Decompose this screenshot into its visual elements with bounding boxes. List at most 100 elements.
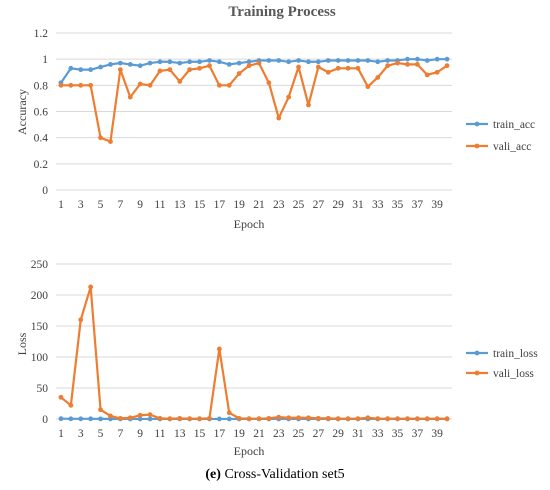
loss-data-point-vali_loss	[405, 416, 410, 422]
accuracy-data-point-vali_acc	[137, 81, 143, 87]
accuracy-series	[58, 56, 450, 144]
loss-data-point-vali_loss	[197, 416, 202, 422]
accuracy-data-point-vali_acc	[147, 82, 153, 88]
accuracy-data-point-train_acc	[108, 62, 113, 67]
accuracy-data-point-vali_acc	[216, 82, 222, 88]
accuracy-y-tick-label: 0.4	[34, 133, 49, 145]
accuracy-data-point-train_acc	[187, 59, 193, 65]
accuracy-data-point-vali_acc	[236, 71, 242, 76]
accuracy-data-point-vali_acc	[108, 139, 113, 144]
loss-y-ticks: 0 50 100 150 200 250	[31, 259, 49, 426]
loss-data-point-vali_loss	[424, 416, 430, 422]
loss-data-point-vali_loss	[335, 416, 341, 422]
accuracy-data-point-vali_acc	[88, 82, 94, 88]
accuracy-data-point-vali_acc	[434, 69, 440, 75]
accuracy-series-line-vali_acc	[60, 61, 448, 143]
loss-data-point-vali_loss	[98, 407, 103, 413]
accuracy-data-point-train_acc	[236, 60, 242, 66]
loss-data-point-train_loss	[226, 416, 232, 422]
accuracy-x-tick-label: 15	[194, 199, 206, 211]
accuracy-data-point-vali_acc	[276, 115, 282, 121]
accuracy-data-point-train_acc	[325, 58, 331, 63]
accuracy-data-point-train_acc	[296, 58, 301, 63]
loss-data-point-vali_loss	[88, 284, 94, 290]
accuracy-x-tick-label: 11	[154, 199, 165, 211]
accuracy-data-point-train_acc	[68, 65, 74, 71]
loss-x-tick-label: 5	[98, 428, 104, 440]
accuracy-data-point-vali_acc	[246, 63, 252, 69]
accuracy-data-point-vali_acc	[424, 72, 430, 78]
accuracy-x-tick-label: 5	[98, 199, 104, 211]
loss-data-point-train_loss	[68, 416, 74, 422]
loss-legend-label-train_loss: train_loss	[493, 348, 538, 360]
accuracy-x-tick-label: 37	[412, 199, 424, 211]
loss-data-point-vali_loss	[137, 412, 143, 418]
accuracy-data-point-train_acc	[424, 58, 430, 63]
accuracy-x-tick-label: 35	[392, 199, 404, 211]
loss-x-tick-label: 21	[253, 428, 265, 440]
loss-data-point-vali_loss	[167, 416, 173, 422]
accuracy-data-point-vali_acc	[58, 82, 64, 88]
loss-x-tick-label: 9	[137, 428, 143, 440]
accuracy-data-point-vali_acc	[177, 79, 183, 84]
accuracy-data-point-train_acc	[226, 62, 232, 67]
loss-legend: train_loss vali_loss	[466, 348, 538, 380]
loss-x-tick-label: 15	[194, 428, 206, 440]
accuracy-data-point-vali_acc	[414, 62, 420, 67]
accuracy-x-tick-label: 27	[313, 199, 325, 211]
loss-gridlines	[56, 263, 452, 420]
loss-x-tick-label: 35	[392, 428, 404, 440]
accuracy-data-point-vali_acc	[256, 60, 262, 66]
accuracy-data-point-train_acc	[88, 67, 94, 73]
accuracy-data-point-vali_acc	[98, 135, 103, 141]
loss-y-tick-label: 150	[31, 321, 49, 333]
loss-y-tick-label: 50	[37, 383, 49, 395]
loss-data-point-train_loss	[216, 416, 222, 422]
accuracy-data-point-train_acc	[167, 59, 173, 65]
accuracy-data-point-train_acc	[216, 59, 222, 65]
loss-data-point-vali_loss	[256, 416, 262, 422]
accuracy-data-point-vali_acc	[266, 80, 272, 86]
loss-data-point-vali_loss	[127, 415, 133, 421]
caption-text: Cross-Validation set5	[224, 467, 344, 482]
accuracy-data-point-train_acc	[98, 64, 103, 70]
loss-x-tick-label: 39	[431, 428, 443, 440]
accuracy-data-point-vali_acc	[197, 65, 202, 71]
accuracy-data-point-train_acc	[444, 56, 450, 62]
accuracy-data-point-train_acc	[306, 59, 311, 65]
loss-data-point-vali_loss	[147, 412, 153, 418]
loss-x-ticks: 1 3 5 7 9 11 13 15 17 19 21 23 25 27 29 31 33 35 37 39	[58, 428, 443, 440]
accuracy-x-tick-label: 25	[293, 199, 305, 211]
accuracy-y-tick-label: 0.8	[34, 80, 49, 92]
chart-title: Training Process	[228, 4, 336, 20]
loss-y-tick-label: 100	[31, 352, 49, 364]
loss-data-point-vali_loss	[117, 415, 123, 421]
loss-data-point-vali_loss	[306, 415, 311, 421]
figure-caption: (e) Cross-Validation set5	[205, 467, 344, 482]
accuracy-data-point-vali_acc	[315, 64, 321, 70]
accuracy-y-tick-label: 1	[42, 54, 48, 66]
loss-data-point-vali_loss	[236, 415, 242, 421]
caption-label: (e)	[205, 467, 221, 482]
accuracy-data-point-train_acc	[414, 56, 420, 62]
accuracy-series-line-train_acc	[60, 58, 448, 84]
accuracy-data-point-train_acc	[147, 60, 153, 66]
loss-y-axis-title: Loss	[15, 332, 29, 355]
accuracy-x-tick-label: 19	[233, 199, 245, 211]
loss-series-line-vali_loss	[60, 285, 448, 420]
accuracy-data-point-train_acc	[276, 58, 282, 63]
accuracy-data-point-train_acc	[127, 62, 133, 67]
loss-x-tick-label: 13	[174, 428, 186, 440]
accuracy-y-tick-label: 0.2	[34, 159, 49, 171]
loss-data-point-vali_loss	[157, 415, 163, 421]
accuracy-x-tick-label: 1	[58, 199, 64, 211]
loss-data-point-vali_loss	[375, 416, 381, 422]
accuracy-data-point-train_acc	[78, 67, 84, 73]
accuracy-x-tick-label: 21	[253, 199, 265, 211]
accuracy-data-point-train_acc	[177, 60, 183, 66]
accuracy-data-point-vali_acc	[78, 82, 84, 88]
accuracy-y-tick-label: 1.2	[34, 28, 49, 40]
loss-data-point-vali_loss	[68, 402, 74, 408]
accuracy-data-point-vali_acc	[157, 68, 163, 74]
